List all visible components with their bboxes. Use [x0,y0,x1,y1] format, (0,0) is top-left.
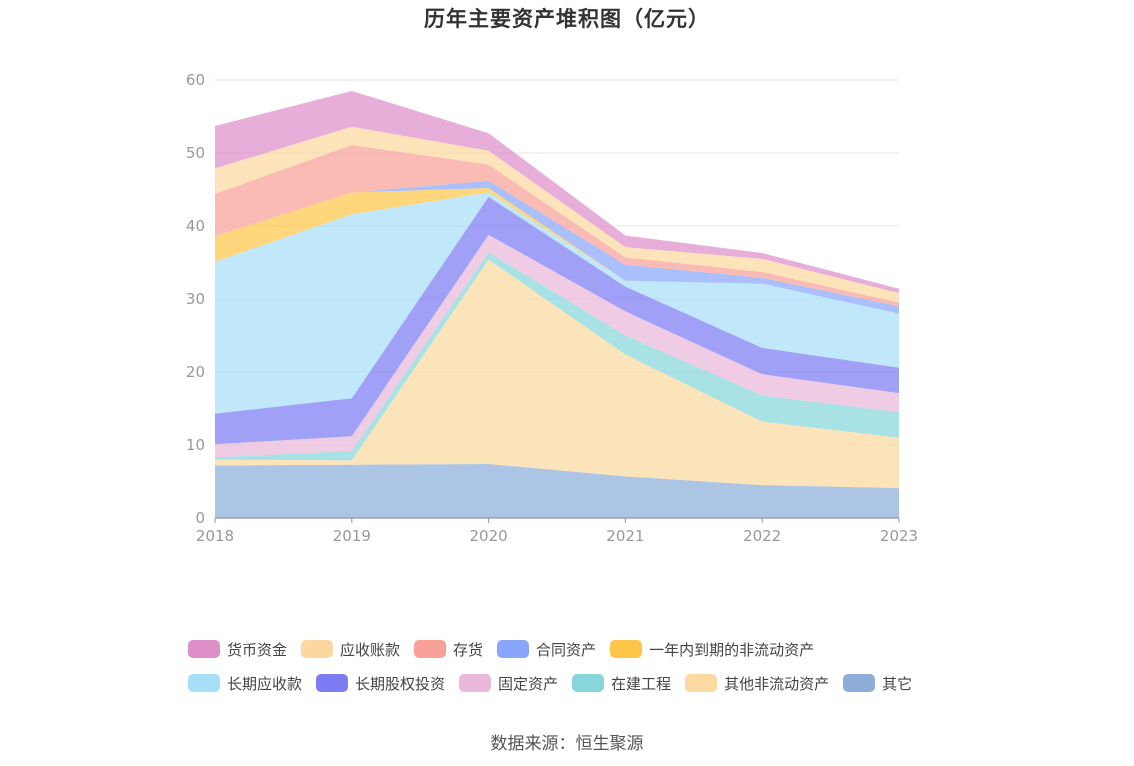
legend-item[interactable]: 长期应收款 [188,673,302,694]
legend-label: 应收账款 [340,640,401,659]
x-tick-label: 2022 [743,527,781,545]
x-tick-label: 2018 [196,527,234,545]
area-series [215,180,899,314]
legend-item[interactable]: 应收账款 [301,639,400,660]
data-source-note: 数据来源：恒生聚源 [490,734,644,754]
area-series [215,192,899,414]
area-series [215,126,899,303]
legend-swatch [459,674,492,692]
x-tick-label: 2023 [880,527,918,545]
y-tick-label: 40 [186,217,205,235]
y-tick-label: 0 [195,509,205,527]
legend-swatch [316,674,349,692]
legend-label: 固定资产 [498,674,559,693]
area-series [215,259,899,489]
legend-item[interactable]: 合同资产 [497,639,596,660]
legend-label: 长期股权投资 [355,674,446,693]
legend-item[interactable]: 固定资产 [459,673,558,694]
area-series [215,196,899,445]
legend: 货币资金 应收账款 存货 合同资产 一年内到期的非流动资产 长期应收款 长期股权投资 固定资… [188,632,978,700]
legend-swatch [610,640,643,658]
legend-label: 长期应收款 [227,674,303,693]
legend-item[interactable]: 长期股权投资 [316,673,445,694]
legend-swatch [188,640,220,658]
legend-item[interactable]: 存货 [414,639,483,660]
legend-swatch [843,674,876,692]
area-series [215,90,899,294]
legend-item[interactable]: 在建工程 [572,673,671,694]
legend-row: 长期应收款 长期股权投资 固定资产 在建工程 其他非流动资产 其它 [188,666,978,700]
y-tick-label: 50 [186,144,205,162]
legend-label: 其他非流动资产 [724,674,830,693]
y-tick-label: 60 [186,71,205,89]
legend-label: 其它 [882,674,913,693]
area-series [215,252,899,461]
area-series [215,234,899,458]
x-tick-label: 2019 [333,527,371,545]
legend-swatch [414,640,447,658]
legend-row: 货币资金 应收账款 存货 合同资产 一年内到期的非流动资产 [188,632,978,666]
legend-label: 货币资金 [227,640,288,659]
legend-item[interactable]: 其它 [843,673,912,694]
legend-item[interactable]: 其他非流动资产 [685,673,829,694]
y-tick-label: 20 [186,363,205,381]
legend-label: 在建工程 [611,674,672,693]
stacked-area-chart: 0 10 20 30 40 50 60 2018 2019 2020 2021 2022 2023 [186,71,918,545]
chart-title: 历年主要资产堆积图（亿元） [424,7,710,31]
x-tick-label: 2021 [606,527,644,545]
x-tick-label: 2020 [470,527,508,545]
legend-swatch [497,640,530,658]
legend-label: 合同资产 [536,640,597,659]
legend-swatch [301,640,334,658]
area-series [215,144,899,307]
legend-swatch [572,674,605,692]
legend-item[interactable]: 货币资金 [188,639,287,660]
y-tick-label: 10 [186,436,205,454]
legend-item[interactable]: 一年内到期的非流动资产 [610,639,814,660]
legend-swatch [188,674,220,692]
y-tick-label: 30 [186,290,205,308]
area-series [215,463,899,518]
legend-label: 存货 [453,640,484,659]
legend-swatch [685,674,718,692]
legend-label: 一年内到期的非流动资产 [649,640,815,659]
